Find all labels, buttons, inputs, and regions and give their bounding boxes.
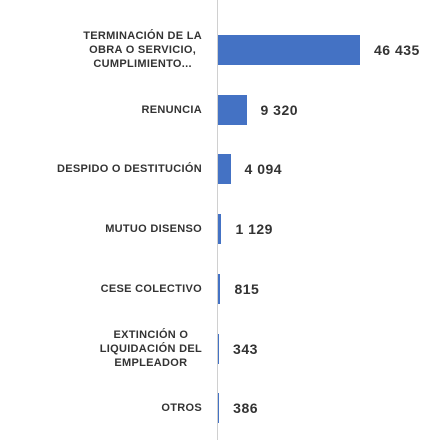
axis-line bbox=[217, 0, 218, 440]
category-label: TERMINACIÓN DE LA OBRA O SERVICIO, CUMPL… bbox=[83, 30, 202, 70]
value-label: 386 bbox=[233, 400, 259, 417]
bar bbox=[218, 154, 231, 185]
value-label: 343 bbox=[233, 340, 258, 357]
bar bbox=[218, 94, 247, 125]
category-label: CESE COLECTIVO bbox=[100, 282, 202, 295]
category-label: OTROS bbox=[161, 402, 202, 415]
bar bbox=[218, 333, 220, 364]
category-label: DESPIDO O DESTITUCIÓN bbox=[56, 163, 202, 176]
value-label: 1 129 bbox=[235, 221, 273, 238]
category-label: RENUNCIA bbox=[141, 103, 202, 116]
value-label: 4 094 bbox=[244, 161, 283, 178]
bar bbox=[218, 273, 221, 304]
bar bbox=[218, 35, 360, 65]
category-label: EXTINCIÓN O LIQUIDACIÓN DEL EMPLEADOR bbox=[99, 328, 202, 369]
value-label: 46 435 bbox=[374, 42, 420, 58]
value-label: 9 320 bbox=[260, 101, 299, 118]
value-label: 815 bbox=[234, 280, 260, 297]
bar bbox=[218, 393, 220, 424]
category-label: MUTUO DISENSO bbox=[105, 223, 202, 236]
bar bbox=[218, 214, 222, 245]
